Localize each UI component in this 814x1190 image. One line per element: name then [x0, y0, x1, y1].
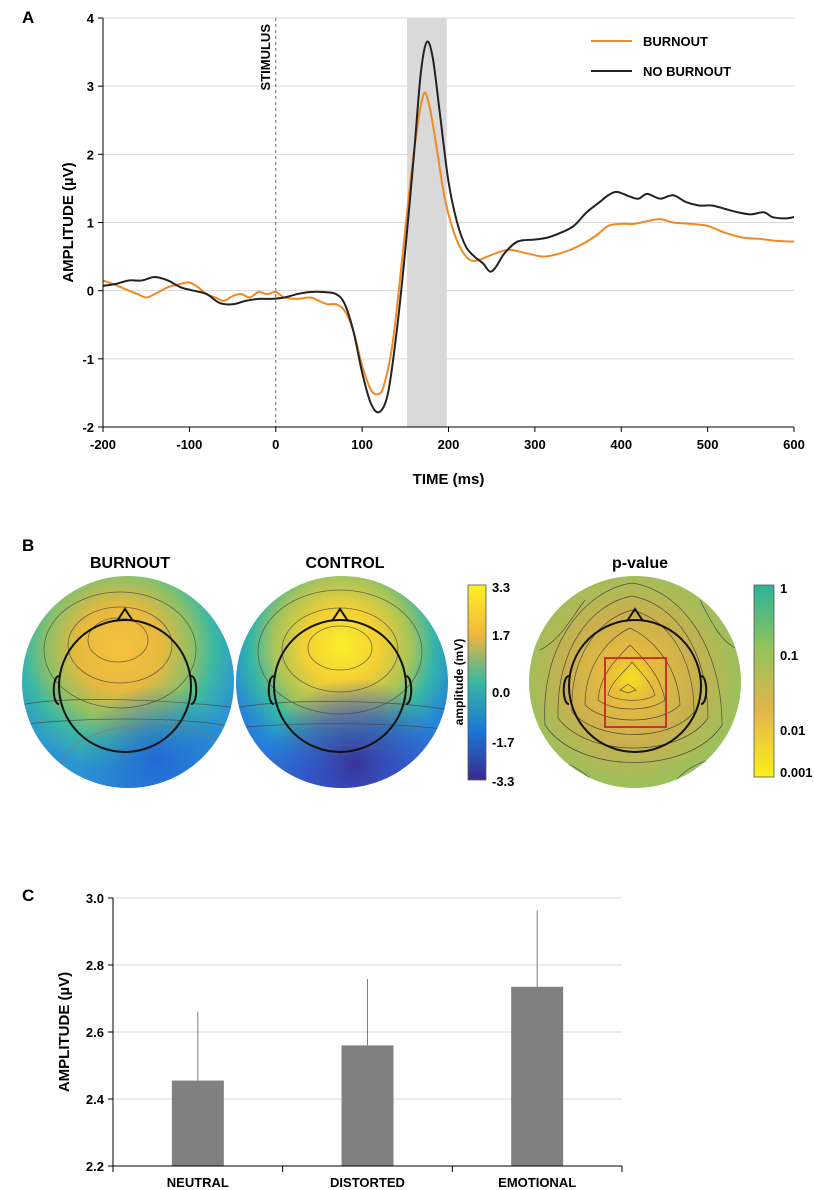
y-tick-label: -2	[82, 420, 94, 435]
pvalue-colorbar-tick: 0.001	[780, 765, 813, 780]
pvalue-colorbar-tick: 0.1	[780, 648, 798, 663]
category-label: EMOTIONAL	[498, 1175, 576, 1190]
x-tick-label: 100	[351, 437, 373, 452]
y-tick-label: 2.2	[86, 1159, 104, 1174]
burnout-topomap-title: BURNOUT	[90, 555, 170, 572]
y-tick-label: 2.8	[86, 958, 104, 973]
bar	[341, 1045, 394, 1166]
amplitude-colorbar-tick: 3.3	[492, 580, 510, 595]
panel-a-label: A	[22, 8, 34, 27]
x-tick-label: 300	[524, 437, 546, 452]
y-tick-label: 0	[87, 284, 94, 299]
y-tick-label: 3.0	[86, 891, 104, 906]
x-tick-label: 200	[438, 437, 460, 452]
amplitude-colorbar-tick: 1.7	[492, 628, 510, 643]
bar-y-axis-title: AMPLITUDE (µV)	[56, 972, 73, 1092]
legend-label: NO BURNOUT	[643, 64, 731, 79]
control-topomap-title: CONTROL	[305, 555, 384, 572]
y-tick-label: 2.4	[86, 1092, 105, 1107]
pvalue-colorbar-tick: 1	[780, 581, 787, 596]
amplitude-colorbar-tick: 0.0	[492, 685, 510, 700]
line-chart: STIMULUS -200 -100 0 100 200 300 400 500 600 -2-…	[60, 11, 805, 488]
x-axis-ticks: -200 -100 0 100 200 300 400 500 600	[90, 427, 805, 452]
x-tick-label: 400	[610, 437, 632, 452]
bar-chart-bars	[171, 986, 564, 1166]
y-tick-label: 2.6	[86, 1025, 104, 1040]
stimulus-label: STIMULUS	[258, 24, 273, 91]
bar	[171, 1080, 224, 1166]
series-line-no-burnout	[102, 40, 795, 414]
y-axis-title: AMPLITUDE (µV)	[60, 162, 77, 282]
burnout-topomap	[22, 576, 234, 788]
roi-box	[604, 657, 667, 728]
x-tick-label: 0	[272, 437, 279, 452]
panel-c-label: C	[22, 886, 34, 905]
bar-y-axis-ticks: 2.2 2.4 2.6 2.8 3.0	[86, 891, 113, 1174]
y-tick-label: -1	[82, 352, 94, 367]
y-tick-label: 3	[87, 79, 94, 94]
category-label: NEUTRAL	[167, 1175, 229, 1190]
pvalue-topomap	[529, 576, 741, 788]
series-line-burnout	[102, 91, 795, 396]
pvalue-colorbar: 1 0.1 0.01 0.001	[753, 581, 813, 780]
amplitude-colorbar: 3.3 1.7 0.0 -1.7 -3.3 amplitude (mV)	[452, 580, 514, 789]
line-chart-grid	[103, 17, 794, 428]
amplitude-colorbar-tick: -3.3	[492, 774, 514, 789]
legend-label: BURNOUT	[643, 34, 708, 49]
bar-chart-error-bars	[197, 910, 538, 1081]
y-tick-label: 4	[87, 11, 95, 26]
control-topomap	[236, 576, 448, 788]
bar-chart: 2.2 2.4 2.6 2.8 3.0 NEUTRAL DISTORTED EMOTIONA…	[56, 891, 623, 1190]
amplitude-colorbar-label: amplitude (mV)	[452, 639, 466, 726]
legend: BURNOUT NO BURNOUT	[591, 34, 731, 79]
x-axis-title: TIME (ms)	[413, 471, 485, 488]
x-tick-label: 600	[783, 437, 805, 452]
category-label: DISTORTED	[330, 1175, 405, 1190]
y-tick-label: 2	[87, 147, 94, 162]
bar	[511, 986, 564, 1166]
x-tick-label: 500	[697, 437, 719, 452]
x-tick-label: -200	[90, 437, 116, 452]
amplitude-colorbar-tick: -1.7	[492, 735, 514, 750]
pvalue-colorbar-tick: 0.01	[780, 723, 805, 738]
pvalue-topomap-title: p-value	[612, 555, 668, 572]
y-tick-label: 1	[87, 216, 94, 231]
line-chart-series	[102, 40, 795, 414]
x-tick-label: -100	[176, 437, 202, 452]
analysis-window-shading	[407, 18, 447, 427]
panel-b-label: B	[22, 536, 34, 555]
bar-x-axis-ticks: NEUTRAL DISTORTED EMOTIONAL	[112, 1166, 623, 1190]
y-axis-ticks: -2 -1 0 1 2 3 4	[82, 11, 103, 435]
